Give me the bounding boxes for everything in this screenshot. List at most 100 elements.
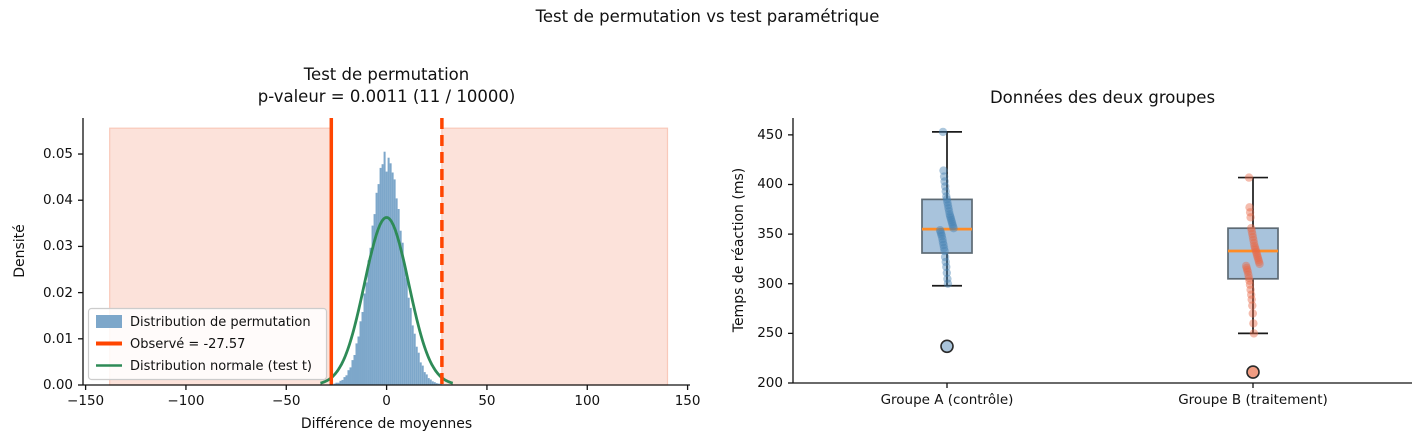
histogram-bar (391, 172, 394, 385)
data-point (939, 243, 949, 253)
data-point (940, 246, 949, 256)
histogram-bar (437, 383, 440, 385)
data-point (1246, 285, 1255, 294)
histogram-bar (379, 167, 382, 385)
data-point (1255, 259, 1264, 269)
legend-frame (87, 307, 328, 381)
histogram-bar (373, 214, 376, 385)
x-tick-label: 150 (674, 393, 701, 409)
box (1227, 227, 1279, 280)
data-point (938, 127, 948, 137)
histogram-bar (421, 365, 424, 385)
data-point (1253, 251, 1262, 261)
histogram-bar (351, 360, 354, 385)
data-point (1245, 208, 1255, 217)
histogram-bar (423, 372, 426, 385)
data-point (1241, 261, 1251, 271)
data-point (939, 166, 948, 175)
histogram-bar (359, 321, 362, 385)
histogram-bar (415, 346, 418, 385)
y-tick-label: 0.00 (42, 377, 73, 393)
data-point (936, 227, 945, 237)
data-point (1243, 265, 1252, 275)
y-tick-label: 0.05 (42, 146, 73, 163)
x-tick-label: −50 (272, 393, 301, 409)
data-point (1251, 245, 1260, 255)
data-point (1254, 255, 1263, 265)
histogram-bar (355, 343, 358, 385)
histogram-bar (425, 374, 428, 385)
histogram-bar (377, 184, 380, 385)
y-tick-label: 0.04 (42, 192, 73, 209)
data-point (1247, 295, 1256, 304)
data-point (948, 220, 957, 229)
right-plot-title: Données des deux groupes (989, 88, 1216, 107)
data-point (1249, 329, 1259, 338)
x-tick-label: −150 (67, 393, 105, 409)
data-point (1244, 273, 1254, 282)
histogram-bar (361, 312, 364, 385)
data-point (1249, 238, 1259, 248)
data-point (944, 204, 953, 213)
histogram-bar (395, 198, 398, 385)
histogram-bar (409, 307, 412, 385)
histogram-bar (363, 293, 366, 385)
y-tick-label: 0.01 (42, 330, 73, 347)
histogram-bar (431, 381, 434, 385)
y-tick-label: 0.02 (42, 284, 73, 301)
histogram-bar (401, 242, 404, 385)
data-point (1252, 247, 1261, 257)
histogram-bar (381, 164, 384, 385)
data-point (1243, 267, 1253, 276)
data-point (941, 187, 950, 196)
data-point (943, 198, 952, 207)
histogram-bar (365, 282, 368, 385)
x-tick-label: 100 (574, 393, 601, 409)
histogram-bar (387, 157, 390, 385)
data-point (941, 182, 950, 191)
x-tick-label: −100 (167, 393, 205, 409)
data-point (942, 268, 951, 277)
histogram-bar (369, 247, 372, 385)
histogram-bar (397, 209, 400, 385)
y-tick-label: 250 (757, 325, 783, 342)
histogram-bar (383, 151, 386, 385)
histogram-bar (349, 367, 352, 385)
legend-item-label: Observé = -27.57 (130, 337, 245, 352)
histogram-bar (343, 377, 346, 385)
histogram-bar (405, 277, 408, 385)
data-point (1242, 263, 1251, 273)
figure-title: Test de permutation vs test paramétrique (535, 7, 880, 26)
histogram-bar (389, 163, 392, 385)
rejection-region (441, 127, 669, 386)
data-point (943, 274, 952, 283)
histogram-bar (335, 382, 338, 385)
legend: Distribution de permutation Observé = -27… (87, 307, 328, 381)
histogram-bar (403, 265, 406, 385)
y-tick-label: 400 (757, 176, 783, 193)
data-point (1244, 270, 1253, 279)
histogram-bar (357, 336, 360, 385)
histogram-bar (417, 352, 420, 385)
data-point (1250, 243, 1260, 253)
data-point (1248, 301, 1257, 310)
data-point (1248, 309, 1258, 318)
histogram-bar (375, 192, 378, 385)
y-tick-label: 300 (757, 275, 783, 292)
data-point (1249, 319, 1258, 328)
data-point (939, 240, 948, 250)
data-point (938, 234, 947, 244)
histogram-bar (339, 380, 342, 385)
histogram-bar (407, 297, 410, 385)
data-point (1253, 253, 1263, 263)
x-tick-label: 50 (478, 393, 496, 409)
normal-curve (320, 216, 454, 385)
data-point (942, 192, 951, 201)
left-plot-title: Test de permutation p-valeur = 0.0011 (1… (83, 64, 690, 108)
y-tick-label: 350 (757, 226, 783, 243)
histogram-bar (341, 379, 344, 385)
data-point (937, 229, 946, 239)
left-plot-title-line1: Test de permutation (303, 65, 470, 84)
